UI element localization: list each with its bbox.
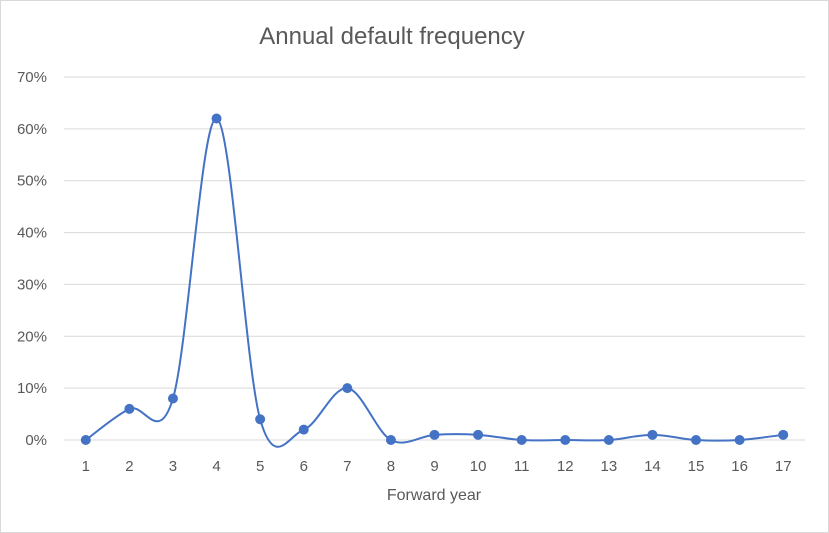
x-tick-label: 14 — [644, 458, 661, 475]
data-point — [691, 435, 702, 445]
x-tick-label: 13 — [601, 458, 618, 475]
y-tick-label: 70% — [17, 69, 47, 86]
series-line — [85, 117, 784, 448]
data-point — [473, 429, 484, 440]
data-point — [167, 393, 178, 404]
x-tick-label: 2 — [125, 458, 133, 475]
data-point — [255, 414, 266, 425]
y-tick-label: 50% — [17, 173, 47, 190]
y-tick-label: 10% — [17, 380, 47, 397]
data-point — [734, 435, 745, 445]
data-point — [80, 435, 91, 445]
x-tick-label: 3 — [169, 458, 177, 475]
x-tick-label: 12 — [557, 458, 574, 475]
x-tick-label: 1 — [82, 458, 90, 475]
data-point — [211, 113, 222, 124]
y-tick-label: 30% — [17, 276, 47, 293]
gridlines — [64, 76, 805, 441]
data-point — [778, 429, 789, 440]
x-tick-label: 8 — [387, 458, 395, 475]
y-tick-label: 0% — [25, 432, 47, 449]
x-axis-title: Forward year — [387, 487, 482, 504]
y-axis-ticks: 0% 10% 20% 30% 40% 50% 60% 70% — [17, 69, 47, 449]
x-tick-label: 6 — [300, 458, 308, 475]
x-tick-label: 9 — [430, 458, 438, 475]
x-tick-label: 15 — [688, 458, 705, 475]
x-tick-label: 11 — [514, 458, 530, 475]
data-point — [560, 435, 571, 445]
x-tick-label: 16 — [731, 458, 748, 475]
y-tick-label: 60% — [17, 121, 47, 138]
series-layer — [80, 113, 789, 448]
y-tick-label: 20% — [17, 328, 47, 345]
x-tick-label: 10 — [470, 458, 487, 475]
data-point — [124, 403, 135, 414]
data-point — [647, 429, 658, 440]
data-point — [385, 435, 396, 445]
x-tick-label: 5 — [256, 458, 264, 475]
data-point — [298, 424, 309, 435]
data-point — [603, 435, 614, 445]
y-tick-label: 40% — [17, 225, 47, 242]
x-tick-label: 7 — [343, 458, 351, 475]
x-tick-label: 17 — [775, 458, 792, 475]
data-point — [429, 429, 440, 440]
data-point — [516, 435, 527, 445]
data-point — [342, 383, 353, 394]
x-axis-ticks: 1 2 3 4 5 6 7 8 9 10 11 12 13 14 15 16 17 — [82, 458, 792, 475]
chart-title: Annual default frequency — [259, 23, 525, 50]
x-tick-label: 4 — [212, 458, 220, 475]
